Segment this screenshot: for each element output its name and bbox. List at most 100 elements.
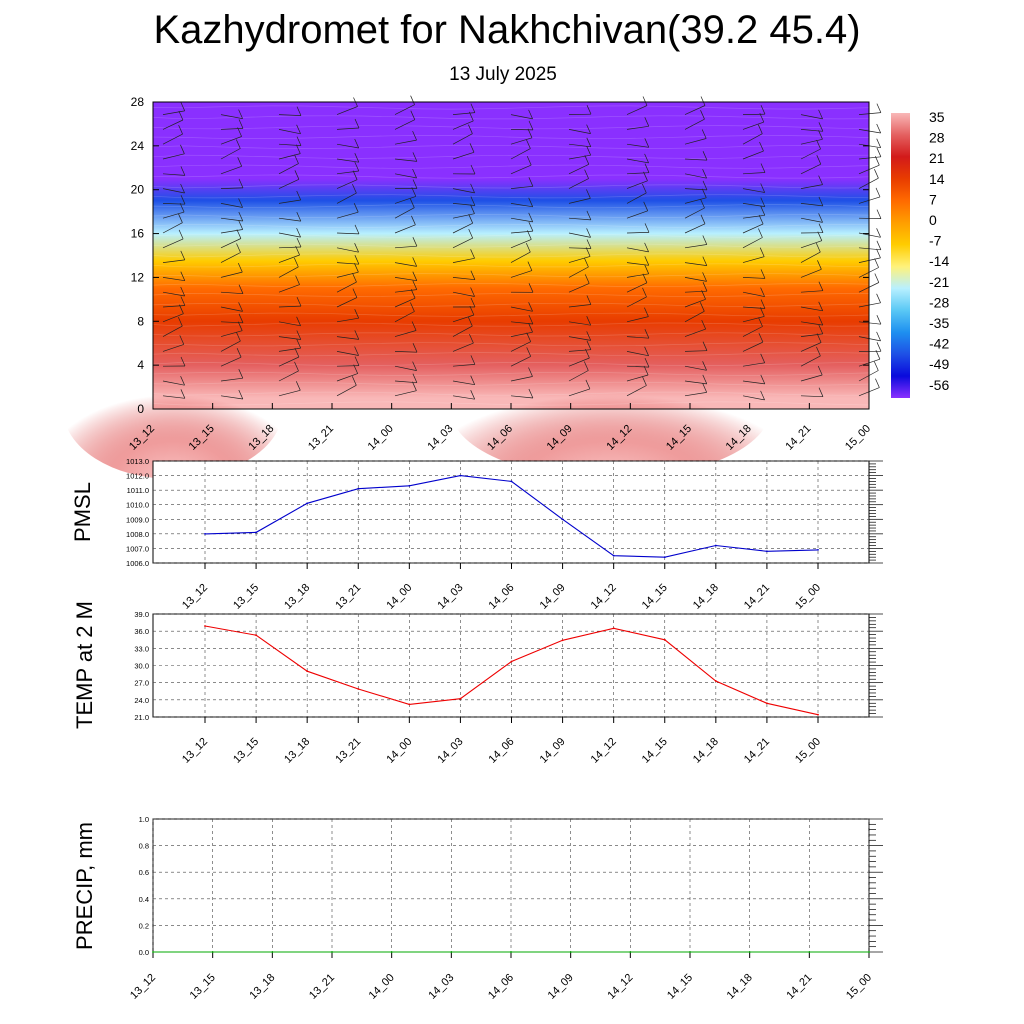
data-point <box>663 638 666 641</box>
wind-barb <box>800 203 823 207</box>
wind-barb <box>568 247 592 249</box>
wind-barb <box>220 238 242 249</box>
y-tick-label: 0 <box>137 402 144 416</box>
wind-barb-feather <box>412 152 418 162</box>
wind-barb <box>510 164 532 175</box>
y-axis-label: TEMP at 2 M <box>72 601 97 729</box>
wind-barb-feather <box>700 96 706 106</box>
data-point <box>510 951 512 953</box>
wind-barb-feather <box>411 215 416 225</box>
wind-barb-feather <box>353 203 359 213</box>
wind-barb-feather <box>758 214 764 225</box>
wind-barb-feather <box>354 161 360 172</box>
wind-barb-feather <box>295 144 301 154</box>
data-point <box>569 951 572 953</box>
wind-barb <box>568 370 589 382</box>
wind-barb <box>278 143 302 146</box>
wind-barb <box>452 203 475 206</box>
wind-barb <box>336 232 360 235</box>
wind-barb <box>742 188 765 193</box>
wind-barb-feather <box>352 183 357 194</box>
wind-barb-feather <box>586 124 591 134</box>
wind-barb <box>858 302 881 308</box>
wind-barb-feather <box>586 316 592 326</box>
wind-barb-feather <box>180 144 185 154</box>
x-tick-label: 13_15 <box>231 582 261 612</box>
wind-barb-feather <box>586 295 592 305</box>
wind-barb <box>568 336 591 341</box>
wind-barb-feather <box>354 255 360 265</box>
data-point <box>450 951 453 953</box>
data-point <box>689 951 691 953</box>
wind-barb-feather <box>585 247 591 257</box>
wind-barb-feather <box>644 242 649 253</box>
wind-barb <box>858 112 881 115</box>
data-point <box>766 702 768 705</box>
wind-barb <box>336 317 359 323</box>
wind-barb <box>278 284 300 293</box>
wind-barb-feather <box>818 122 824 132</box>
wind-barb-feather <box>528 314 534 325</box>
wind-barb <box>626 296 647 308</box>
wind-barb <box>452 151 475 160</box>
wind-barb <box>742 341 764 352</box>
y-tick-label: 21.0 <box>134 713 149 722</box>
wind-barb <box>278 305 302 308</box>
data-point <box>714 680 717 682</box>
wind-barb <box>394 262 417 267</box>
wind-barb <box>800 290 823 293</box>
wind-barb-feather <box>526 347 532 357</box>
y-tick-label: 24.0 <box>134 696 149 705</box>
y-tick-label: 1007.0 <box>126 544 149 553</box>
wind-barb-feather <box>177 316 183 327</box>
wind-barb <box>684 244 707 249</box>
wind-barb <box>858 232 881 238</box>
wind-barb <box>278 232 301 238</box>
wind-barb <box>278 370 299 382</box>
wind-barb <box>336 262 359 265</box>
wind-barb <box>684 223 706 234</box>
wind-barb-feather <box>876 209 882 219</box>
wind-barb <box>220 340 241 352</box>
contour-line <box>152 342 870 347</box>
wind-barb-feather <box>817 365 823 376</box>
wind-barb <box>278 347 301 352</box>
data-point <box>306 670 309 673</box>
y-tick-label: 1012.0 <box>126 472 149 481</box>
wind-barb-feather <box>179 335 185 345</box>
wind-barb-feather <box>702 341 708 351</box>
data-point <box>357 688 360 690</box>
wind-barb-feather <box>760 197 766 207</box>
panel-frame <box>152 460 870 564</box>
wind-barb <box>162 238 184 249</box>
wind-barb-feather <box>412 373 418 383</box>
wind-barb <box>162 211 185 219</box>
data-point <box>766 550 768 553</box>
wind-barb-feather <box>760 390 765 401</box>
wind-barb <box>742 223 764 234</box>
wind-barb-feather <box>528 323 533 333</box>
x-tick-label: 14_00 <box>367 972 397 1002</box>
y-tick-label: 1013.0 <box>126 457 149 466</box>
wind-barb-feather <box>528 120 534 131</box>
data-point <box>255 634 257 637</box>
wind-barb <box>510 321 533 325</box>
wind-barb <box>742 277 766 279</box>
panel-1: 21.0 24.0 27.0 30.0 33.0 36.0 39.0 13_12 13_15 13… <box>72 601 883 766</box>
wind-barb-feather <box>876 342 882 352</box>
data-point <box>510 480 513 483</box>
contour-line <box>152 223 870 228</box>
contour-line <box>152 243 870 248</box>
wind-barb <box>626 172 650 175</box>
wind-barb-feather <box>468 214 474 224</box>
x-tick-label: 14_03 <box>435 736 465 766</box>
wind-barb <box>278 336 301 340</box>
wind-barb <box>626 351 649 357</box>
wind-barb-feather <box>528 302 533 312</box>
x-tick-label: 14_09 <box>546 972 576 1002</box>
wind-barb <box>800 217 823 223</box>
x-tick-label: 13_12 <box>180 582 210 612</box>
wind-barb <box>336 384 357 397</box>
wind-barb <box>742 380 765 385</box>
